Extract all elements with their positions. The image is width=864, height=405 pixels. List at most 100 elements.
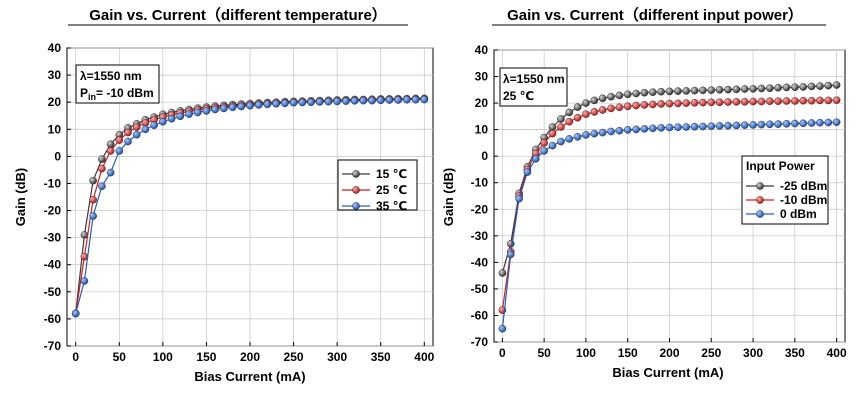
chart-1-data-point bbox=[124, 128, 132, 137]
chart-2-y-tick-label: -50 bbox=[471, 282, 489, 296]
chart-2-x-tick-label: 150 bbox=[618, 346, 638, 360]
chart-2-x-tick-label: 300 bbox=[743, 346, 763, 360]
chart-2-data-point bbox=[665, 87, 674, 96]
chart-2-data-point bbox=[674, 123, 682, 131]
chart-2-data-point bbox=[607, 92, 615, 101]
chart-1-data-point bbox=[80, 277, 89, 285]
chart-2-data-point bbox=[707, 86, 716, 94]
chart-2-y-tick-label: 10 bbox=[475, 123, 489, 137]
chart-2-annotation: λ=1550 nm 25 ℃ bbox=[499, 67, 568, 107]
chart-2-data-point bbox=[573, 103, 582, 111]
chart-2-data-point bbox=[724, 85, 732, 94]
chart-2-data-point bbox=[749, 85, 757, 93]
chart-1-y-tick-label: 40 bbox=[48, 41, 62, 55]
chart-1-data-point bbox=[159, 117, 167, 126]
chart-1-data-point bbox=[71, 309, 80, 318]
chart-2-data-point bbox=[757, 97, 766, 106]
chart-2-y-tick-label: 20 bbox=[475, 96, 489, 110]
chart-2-x-tick-label: 50 bbox=[537, 346, 551, 360]
chart-2-x-tick-label: 350 bbox=[785, 346, 805, 360]
chart-1-data-point bbox=[281, 99, 289, 108]
chart-1-data-point bbox=[89, 212, 97, 220]
chart-2-data-point bbox=[757, 120, 766, 129]
chart-2-data-point bbox=[498, 324, 507, 333]
chart-2-data-point bbox=[724, 98, 732, 106]
chart-1-legend-marker bbox=[352, 170, 360, 178]
chart-2-data-point bbox=[740, 121, 749, 129]
chart-1-data-point bbox=[237, 102, 246, 111]
chart-2-data-point bbox=[640, 88, 649, 97]
chart-1-data-point bbox=[263, 100, 272, 109]
chart-2-y-tick-label: 0 bbox=[481, 149, 488, 163]
chart-2-series bbox=[498, 81, 841, 333]
chart-2-data-point bbox=[799, 83, 808, 91]
chart-1-data-point bbox=[333, 97, 341, 106]
chart-1-data-point bbox=[89, 195, 97, 204]
chart-2-data-point bbox=[674, 99, 682, 108]
chart-2-legend-label: 0 dBm bbox=[780, 207, 817, 221]
chart-1-data-point bbox=[89, 176, 97, 185]
chart-1-data-point bbox=[246, 101, 254, 110]
chart-1-data-point bbox=[106, 140, 115, 148]
chart-2-data-point bbox=[665, 99, 674, 108]
chart-2-data-point bbox=[598, 128, 607, 137]
chart-2-x-tick-label: 100 bbox=[576, 346, 596, 360]
chart-1-data-point bbox=[254, 101, 263, 109]
chart-1-y-tick-label: 20 bbox=[48, 95, 62, 109]
chart-2-data-point bbox=[824, 81, 833, 90]
chart-1-data-point bbox=[359, 96, 368, 105]
chart-1-data-point bbox=[98, 164, 106, 173]
chart-2-data-point bbox=[766, 120, 774, 129]
chart-1-title: Gain vs. Current（different temperature） bbox=[89, 6, 387, 24]
chart-1-y-tick-label: 0 bbox=[54, 149, 61, 163]
chart-2-data-point bbox=[573, 113, 582, 122]
chart-2-data-point bbox=[657, 87, 665, 96]
chart-2-x-tick-label: 200 bbox=[659, 346, 679, 360]
chart-2-data-point bbox=[674, 87, 682, 95]
chart-1-data-point bbox=[193, 108, 202, 117]
chart-1-x-tick-label: 200 bbox=[240, 350, 260, 364]
chart-2-data-point bbox=[548, 123, 557, 131]
chart-2-data-point bbox=[548, 129, 557, 138]
chart-2-data-point bbox=[598, 94, 607, 103]
chart-2-data-point bbox=[557, 123, 565, 131]
chart-1-data-point bbox=[272, 100, 280, 108]
chart-1-data-point bbox=[385, 96, 394, 104]
chart-2-data-point bbox=[749, 97, 757, 106]
chart-1-data-point bbox=[150, 121, 158, 129]
chart-2-data-point bbox=[732, 85, 741, 94]
chart-2-data-point bbox=[540, 139, 548, 147]
chart-1-x-tick-label: 50 bbox=[113, 350, 127, 364]
chart-2-data-point bbox=[690, 122, 699, 131]
chart-2-series-2 bbox=[498, 118, 841, 333]
chart-2-data-point bbox=[649, 100, 657, 109]
chart-2-data-point bbox=[816, 96, 824, 105]
chart-1-y-axis-label: Gain (dB) bbox=[13, 168, 28, 227]
chart-1-data-point bbox=[315, 98, 324, 106]
chart-1-data-point bbox=[324, 97, 333, 106]
chart-1-data-point bbox=[98, 182, 106, 190]
chart-1-legend-label: 15 ℃ bbox=[376, 167, 407, 181]
chart-1-data-point bbox=[376, 96, 385, 105]
chart-2-legend-label: -10 dBm bbox=[780, 193, 827, 207]
chart-2-data-point bbox=[523, 168, 532, 176]
chart-2-data-point bbox=[590, 129, 599, 138]
chart-1-annotation: λ=1550 nm Pin= -10 dBm bbox=[75, 64, 160, 104]
chart-2-data-point bbox=[774, 120, 782, 128]
chart-2-data-point bbox=[557, 137, 565, 146]
chart-2-data-point bbox=[657, 100, 665, 108]
chart-2-data-point bbox=[632, 125, 640, 134]
chart-2-data-point bbox=[573, 132, 582, 141]
chart-1-data-point bbox=[132, 130, 141, 139]
chart-2-data-point bbox=[690, 99, 699, 107]
chart-1-y-tick-label: -70 bbox=[44, 339, 62, 353]
chart-2-data-point bbox=[532, 154, 540, 163]
chart-2-data-point bbox=[791, 97, 799, 105]
chart-2-legend-title: Input Power bbox=[746, 159, 815, 173]
chart-1-data-point bbox=[307, 98, 315, 106]
chart-1-data-point bbox=[167, 114, 176, 123]
chart-1-data-point bbox=[141, 125, 150, 134]
chart-2-data-point bbox=[632, 89, 640, 98]
chart-2-data-point bbox=[548, 141, 557, 150]
chart-1-data-point bbox=[115, 136, 124, 144]
